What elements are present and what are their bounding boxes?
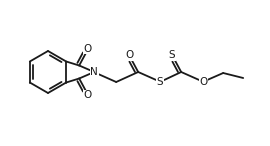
Text: O: O xyxy=(83,44,91,53)
Text: O: O xyxy=(83,91,91,100)
Text: O: O xyxy=(125,50,133,60)
Text: S: S xyxy=(157,77,164,87)
Text: O: O xyxy=(199,77,207,87)
Text: N: N xyxy=(90,67,98,77)
Text: S: S xyxy=(169,50,176,60)
